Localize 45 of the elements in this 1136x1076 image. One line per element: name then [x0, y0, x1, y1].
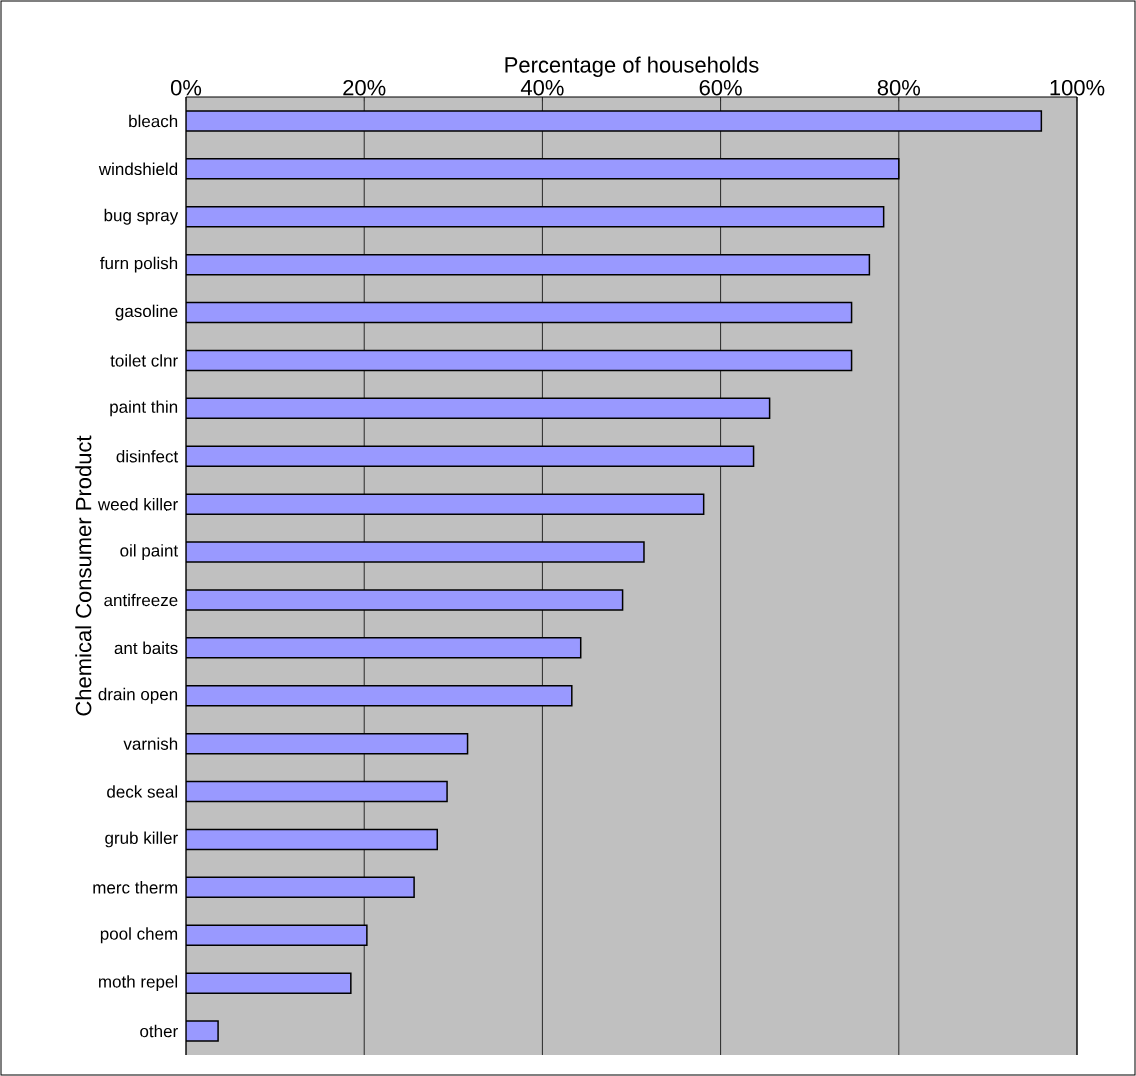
y-tick-label: deck seal [107, 785, 178, 798]
bar [186, 397, 771, 420]
bar [186, 732, 469, 755]
y-tick-label: weed killer [97, 497, 178, 511]
y-tick-label: drain open [98, 687, 178, 704]
y-axis-title: Chemical Consumer Product [75, 435, 92, 716]
y-tick-label: ant baits [114, 641, 178, 655]
bar [186, 589, 624, 611]
bar [186, 206, 885, 228]
y-tick-label: windshield [98, 162, 178, 176]
bar [186, 876, 415, 899]
y-tick-label: varnish [123, 737, 178, 750]
bar [186, 780, 448, 803]
y-tick-label: grub killer [105, 831, 178, 848]
bar [186, 493, 705, 515]
y-tick-label: bleach [129, 114, 178, 128]
y-tick-label: toilet clnr [110, 354, 178, 367]
x-tick-label: 100% [1050, 79, 1105, 96]
bar [186, 541, 645, 563]
x-tick-label: 0% [170, 79, 202, 96]
bar [186, 253, 871, 276]
bar [186, 445, 755, 467]
y-tick-label: oil paint [120, 544, 179, 560]
y-tick-label: gasoline [115, 304, 178, 321]
y-tick-label: furn polish [100, 256, 178, 273]
x-tick-label: 20% [343, 79, 386, 96]
bar [186, 301, 853, 324]
bar [186, 110, 1043, 132]
bar [186, 637, 582, 659]
y-tick-label: moth repel [99, 975, 178, 992]
y-tick-label: merc therm [93, 881, 178, 894]
x-tick-label: 80% [877, 79, 921, 96]
x-tick-label: 40% [520, 79, 564, 96]
x-axis-title: Percentage of households [505, 56, 759, 78]
y-tick-label: antifreeze [104, 593, 178, 607]
y-tick-label: paint thin [110, 400, 178, 417]
x-tick-label: 60% [699, 79, 742, 96]
bar [186, 828, 439, 851]
y-tick-label: bug spray [104, 208, 179, 225]
y-tick-label: other [140, 1024, 178, 1038]
bar [186, 158, 900, 180]
bar [186, 349, 853, 372]
y-tick-label: disinfect [116, 450, 179, 463]
bar [186, 685, 573, 707]
y-tick-label: pool chem [100, 927, 178, 944]
